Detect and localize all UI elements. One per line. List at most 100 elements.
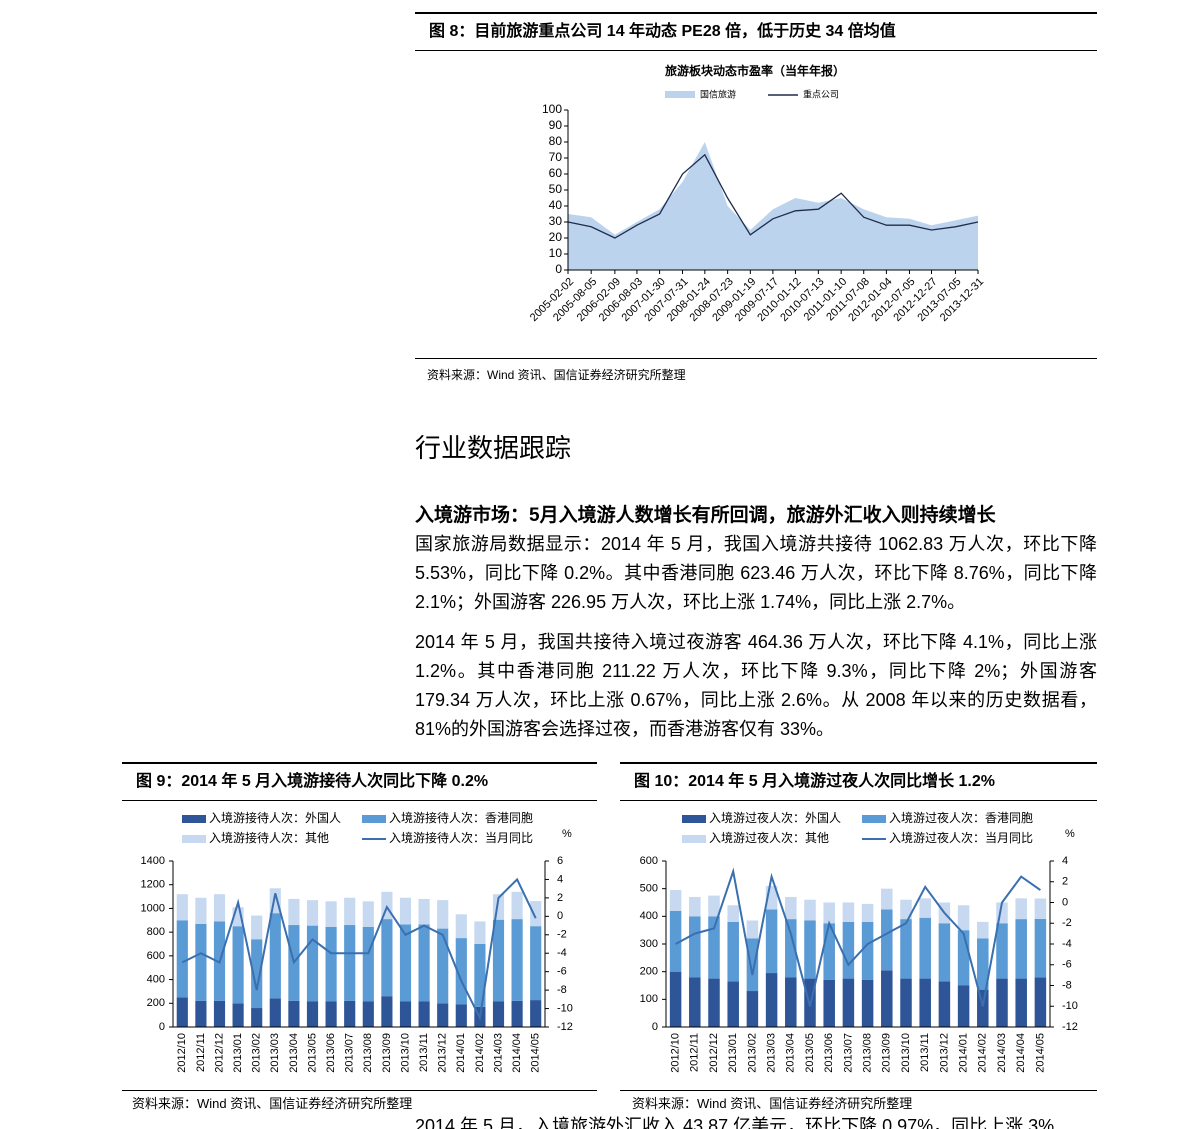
x-tick-label: 2012/11: [195, 1033, 207, 1072]
bar: [530, 926, 542, 1001]
bar: [251, 1008, 263, 1027]
bar: [823, 979, 835, 1027]
x-tick-label: 2013/02: [746, 1033, 758, 1073]
line: [567, 153, 979, 239]
y2-tick-label: 0: [1062, 896, 1068, 908]
x-tick-label: 2012/10: [176, 1033, 188, 1073]
y-tick-label: 40: [549, 198, 563, 212]
bar: [669, 971, 682, 1027]
x-tick-label: 2013/08: [362, 1033, 374, 1073]
legend-label: 入境游接待人次：当月同比: [389, 830, 533, 845]
x-tick-label: 2013/05: [306, 1033, 318, 1073]
bar: [1015, 919, 1027, 979]
bar: [511, 1000, 523, 1027]
legend-swatch: [182, 835, 206, 843]
bar: [1034, 898, 1047, 919]
chart-title: 旅游板块动态市盈率（当年年报）: [665, 63, 845, 78]
legend-label: 入境游过夜人次：香港同胞: [889, 810, 1033, 825]
bar: [900, 899, 912, 920]
legend-swatch: [362, 815, 386, 823]
rule: [122, 1090, 597, 1091]
bar: [900, 919, 912, 979]
bar: [344, 1000, 356, 1027]
bar: [842, 978, 855, 1027]
x-tick-label: 2013/02: [251, 1033, 263, 1073]
bar: [823, 923, 835, 980]
x-tick-label: 2013/03: [269, 1033, 281, 1073]
bar: [708, 916, 720, 979]
y-tick-label: 200: [640, 966, 658, 978]
bar: [437, 928, 449, 1004]
x-tick-label: 2013/09: [881, 1033, 893, 1073]
legend-swatch: [182, 815, 206, 823]
y-tick-label: 70: [549, 150, 563, 164]
bar: [823, 902, 835, 924]
y-tick-label: 1000: [141, 902, 165, 914]
bar: [1015, 898, 1027, 920]
x-tick-label: 2013/09: [381, 1033, 393, 1073]
y2-tick-label: -10: [557, 1002, 573, 1014]
heading: 行业数据跟踪: [415, 433, 572, 463]
y-tick-label: 1200: [141, 879, 165, 891]
bar: [176, 997, 188, 1027]
y2-tick-label: 2: [557, 892, 563, 904]
bar: [455, 1004, 467, 1027]
bar: [919, 898, 931, 918]
bar: [881, 970, 893, 1027]
x-tick-label: 2012/10: [670, 1033, 682, 1073]
x-tick-label: 2014/04: [1015, 1033, 1027, 1073]
bar: [996, 902, 1008, 924]
bar: [418, 924, 430, 1002]
paragraph: 2014 年 5 月，我国共接待入境过夜游客 464.36 万人次，环比下降 4…: [415, 632, 1097, 739]
bar: [176, 920, 188, 998]
y2-tick-label: 4: [1062, 855, 1068, 867]
y2-tick-label: -10: [1062, 1000, 1078, 1012]
y2-tick-label: 2: [1062, 876, 1068, 888]
bar: [418, 1001, 430, 1027]
x-tick-label: 2013/07: [842, 1033, 854, 1073]
y2-tick-label: 4: [557, 873, 563, 885]
y-tick-label: 0: [159, 1021, 165, 1033]
y-tick-label: 400: [147, 973, 165, 985]
legend-swatch: [682, 815, 706, 823]
line: [675, 867, 1041, 1007]
bar: [288, 898, 300, 926]
x-tick-label: 2012/11: [689, 1033, 701, 1072]
bar: [938, 981, 951, 1027]
y2-tick-label: -6: [557, 966, 567, 978]
bar: [492, 1001, 505, 1027]
bar: [511, 891, 523, 920]
rule: [415, 358, 1097, 359]
bar: [399, 897, 412, 925]
x-tick-label: 2012/12: [708, 1033, 720, 1073]
bar: [306, 925, 319, 1002]
bar: [785, 896, 797, 920]
y2-tick-label: -4: [1062, 938, 1072, 950]
y2-tick-label: -6: [1062, 959, 1072, 971]
bar: [919, 917, 931, 979]
y-tick-label: 20: [549, 230, 563, 244]
bar: [957, 905, 970, 931]
x-tick-label: 2013/04: [288, 1033, 300, 1073]
bar: [996, 923, 1008, 979]
bar: [746, 938, 759, 992]
bar: [727, 981, 739, 1027]
y-tick-label: 800: [147, 926, 165, 938]
bar: [325, 926, 337, 1002]
bar: [746, 991, 759, 1027]
legend-swatch: [665, 91, 695, 98]
bar: [399, 1001, 412, 1027]
x-tick-label: 2014/01: [455, 1033, 467, 1073]
y-tick-label: 80: [549, 134, 563, 148]
bar: [492, 894, 505, 920]
bar: [474, 921, 486, 944]
y-tick-label: 50: [549, 182, 563, 196]
bar: [996, 978, 1008, 1027]
bar: [669, 910, 682, 972]
bar: [900, 978, 912, 1027]
y2-tick-label: -4: [557, 947, 567, 959]
bar: [232, 926, 244, 1004]
y2-tick-label: 0: [557, 910, 563, 922]
legend-label: 重点公司: [803, 88, 839, 99]
